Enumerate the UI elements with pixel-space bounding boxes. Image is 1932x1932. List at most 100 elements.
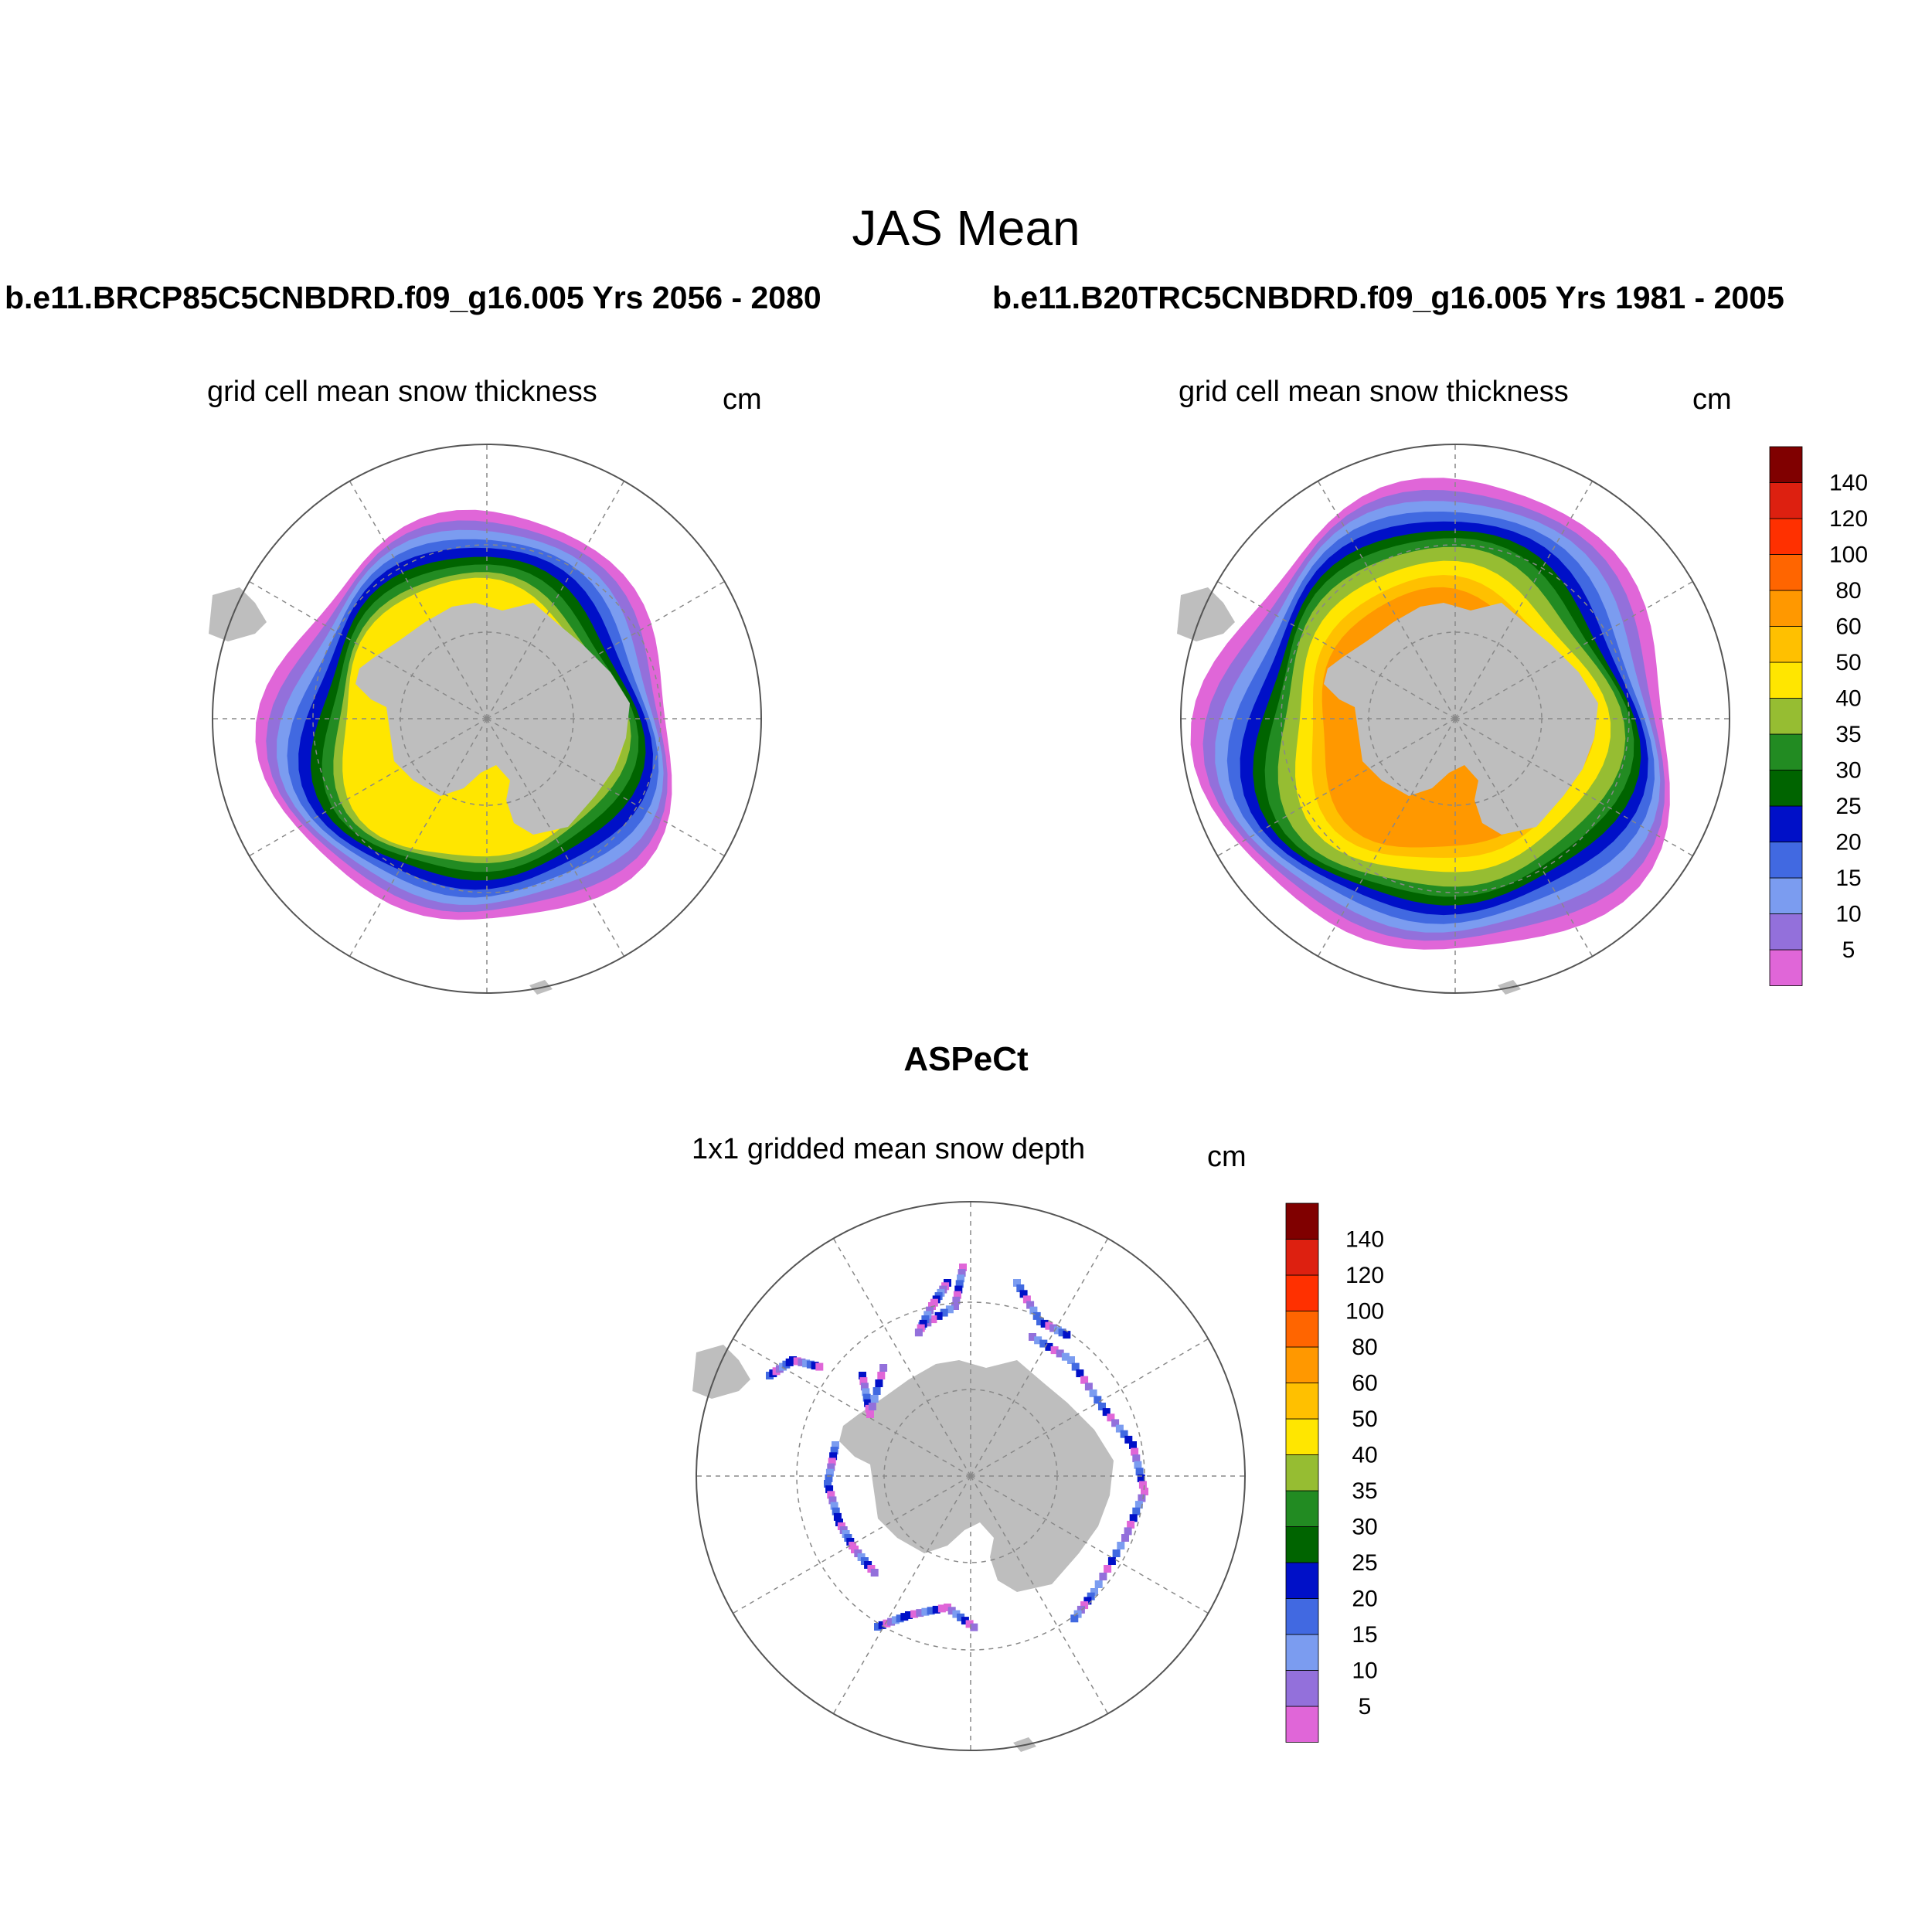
aspect-obs-cell [1039,1339,1048,1348]
aspect-obs-cell [945,1305,954,1314]
colorbar-label: 50 [1352,1406,1377,1432]
aspect-obs-cell [1019,1290,1028,1298]
aspect-obs-cell [1104,1565,1112,1573]
aspect-obs-cell [1112,1549,1121,1557]
colorbar-bottom: 5 10 15 20 25 30 35 40 50 60 80 100 120 140 [1285,1202,1384,1743]
obs-title: ASPeCt [903,1040,1029,1078]
colorbar-swatch [1285,1454,1319,1492]
aspect-obs-cell [957,1269,966,1277]
aspect-obs-cell [1129,1441,1137,1449]
map-border [212,444,762,994]
aspect-obs-cell [833,1512,842,1521]
aspect-obs-cell [1127,1520,1135,1529]
south-america-landmass [1177,587,1235,641]
latitude-circle [883,1389,1058,1563]
aspect-obs-cell [919,1319,927,1328]
aspect-obs-cell [910,1610,919,1618]
colorbar-swatch [1285,1311,1319,1348]
aspect-obs-cell [1107,1557,1116,1565]
aspect-obs-cell [887,1617,896,1626]
case-title-rcp85: b.e11.BRCP85C5CNBDRD.f09_g16.005 Yrs 205… [5,280,821,315]
aspect-obs-cell [1107,1413,1115,1422]
latitude-circle [1281,544,1630,893]
colorbar-label: 30 [1835,758,1861,784]
aspect-obs-cell [1056,1349,1064,1358]
aspect-obs-cell [828,1458,836,1466]
aspect-obs-cell [824,1480,832,1488]
aspect-obs-cell [1138,1481,1147,1489]
graticule [213,444,761,993]
aspect-obs-cell [827,1463,835,1471]
aspect-obs-cell [1067,1356,1075,1364]
colorbar-label: 140 [1345,1227,1384,1253]
aspect-obs-cell [1111,1419,1120,1427]
aspect-obs-cell [1138,1494,1146,1502]
aspect-obs-cell [1040,1319,1049,1328]
aspect-obs-cell [1129,1514,1138,1522]
aspect-obs-cell [1084,1383,1093,1391]
antarctica-landmass [1324,603,1598,835]
aspect-obs-cell [877,1372,886,1379]
aspect-obs-cell [1089,1389,1097,1397]
aspect-obs-cell [1050,1346,1059,1355]
colorbar-label: 40 [1835,686,1861,712]
colorbar-swatch [1769,554,1803,591]
colorbar-swatch [1285,1418,1319,1455]
aspect-obs-cell [827,1491,835,1499]
colorbar-label: 5 [1842,937,1855,963]
aspect-obs-cell [1121,1534,1129,1542]
aspect-obs-cell [1134,1461,1142,1469]
aspect-obs-cell [1098,1403,1106,1410]
aspect-obs-cell [1016,1284,1025,1293]
aspect-obs-cell [1087,1592,1095,1600]
map-border [696,1201,1246,1751]
colorbar-top: 5 10 15 20 25 30 35 40 50 60 80 100 120 140 [1769,446,1868,986]
colorbar-swatch [1769,482,1803,519]
colorbar-swatch [1285,1239,1319,1276]
colorbar-swatch [1285,1598,1319,1635]
aspect-obs-cell [1080,1601,1089,1610]
aspect-obs-cell [868,1403,876,1410]
aspect-obs-cell [954,1285,963,1294]
colorbar-swatch [1285,1490,1319,1527]
south-america-landmass [692,1345,750,1399]
colorbar-label: 35 [1835,722,1861,747]
aspect-obs-cell [1117,1542,1125,1549]
colorbar-label: 10 [1352,1658,1377,1684]
case-title-historical: b.e11.B20TRC5CNBDRD.f09_g16.005 Yrs 1981… [992,280,1784,315]
aspect-obs-cell [1013,1279,1021,1287]
aspect-obs-cell [860,1383,869,1391]
aspect-obs-cell [1036,1318,1044,1325]
antarctica-landmass [839,1360,1114,1592]
aspect-obs-cell [1053,1326,1062,1335]
panel-title-historical: grid cell mean snow thickness [1179,376,1569,408]
colorbar-label: 140 [1829,471,1868,496]
colorbar-label: 40 [1352,1443,1377,1468]
panel-title-aspect: 1x1 gridded mean snow depth [692,1133,1086,1165]
aspect-obs-cell [1132,1454,1141,1463]
colorbar-swatch [1769,590,1803,627]
colorbar-swatch [1769,805,1803,842]
colorbar-label: 120 [1829,506,1868,532]
aspect-obs-cell [815,1362,824,1371]
colorbar-swatch [1769,662,1803,699]
aspect-obs-cell [1076,1369,1084,1378]
aspect-obs-cell [940,1308,948,1317]
aspect-obs-cell [1131,1447,1139,1456]
aspect-obs-cell [1022,1295,1031,1304]
antarctica-landmass [355,603,630,835]
aspect-obs-cell [957,1274,965,1283]
aspect-obs-cell [1049,1324,1058,1332]
aspect-obs-cell [825,1468,834,1477]
map-border [1180,444,1730,994]
aspect-obs-cell [934,1311,943,1320]
aspect-obs-cell [1099,1573,1107,1580]
colorbar-label: 60 [1835,614,1861,640]
aspect-obs-cell [1115,1424,1124,1433]
aspect-obs-cell [828,1496,837,1505]
colorbar-label: 25 [1835,794,1861,819]
aspect-obs-cell [1029,1306,1038,1315]
aspect-obs-cell [875,1379,883,1387]
aspect-obs-cell [878,1621,886,1629]
aspect-obs-cell [830,1502,838,1510]
